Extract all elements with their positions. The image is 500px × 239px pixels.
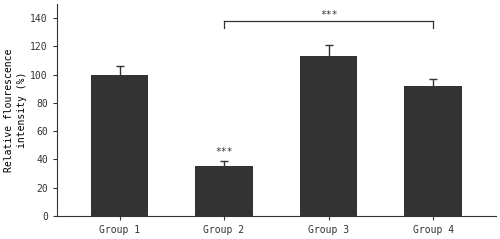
Bar: [300, 56, 358, 216]
Y-axis label: Relative flourescence
intensity (%): Relative flourescence intensity (%): [4, 48, 28, 172]
Bar: [91, 75, 148, 216]
Text: ***: ***: [320, 10, 338, 20]
Text: ***: ***: [215, 147, 233, 157]
Bar: [196, 166, 253, 216]
Bar: [404, 86, 462, 216]
